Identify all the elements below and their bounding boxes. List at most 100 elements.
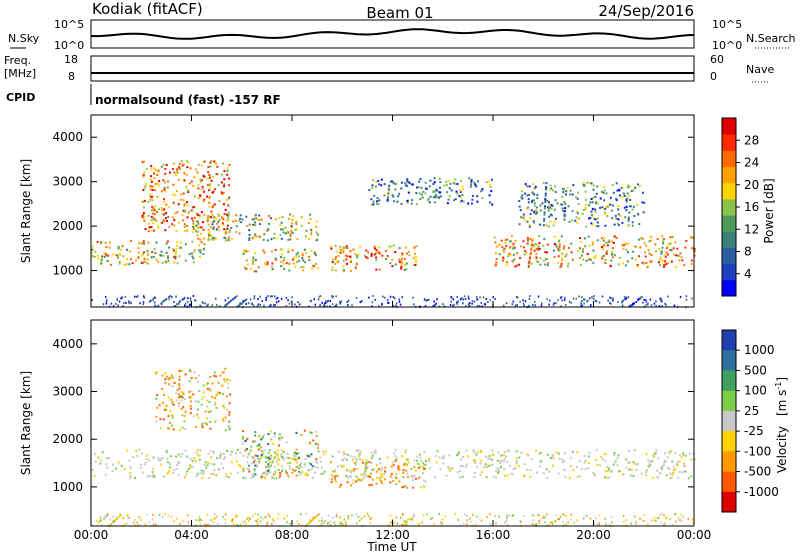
power-cell	[310, 267, 313, 270]
velocity-cell	[423, 486, 426, 489]
power-cell	[657, 261, 660, 264]
velocity-cell	[552, 464, 554, 467]
power-cell	[647, 302, 649, 305]
velocity-cell	[248, 470, 251, 473]
colorbar-segment	[722, 263, 736, 281]
power-cell	[492, 296, 494, 299]
velocity-cell	[97, 521, 100, 524]
power-cell	[117, 304, 119, 307]
power-cell	[604, 258, 607, 261]
power-cell	[269, 304, 271, 307]
velocity-cell	[543, 515, 545, 518]
x-tick-label: 00:00	[677, 528, 712, 542]
velocity-cell	[653, 516, 656, 519]
power-cell	[387, 188, 390, 191]
power-cell	[400, 262, 403, 265]
power-cell	[615, 197, 618, 200]
power-cell	[139, 302, 141, 305]
power-cell	[339, 302, 342, 305]
velocity-cell	[273, 473, 276, 476]
velocity-cell	[200, 403, 203, 406]
power-cell	[638, 298, 640, 300]
velocity-cell	[506, 514, 509, 517]
power-cell	[250, 302, 253, 305]
velocity-cell	[374, 452, 377, 455]
power-cell	[186, 225, 189, 227]
velocity-cell	[558, 518, 560, 521]
power-cell	[528, 297, 531, 300]
power-cell	[432, 196, 435, 199]
velocity-cell	[229, 393, 231, 396]
power-cell	[629, 199, 632, 201]
power-cell	[232, 220, 234, 223]
power-cell	[433, 177, 436, 180]
velocity-cell	[341, 524, 344, 526]
velocity-cell	[391, 518, 394, 521]
power-cell	[617, 222, 619, 225]
power-cell	[300, 224, 303, 227]
velocity-cell	[680, 520, 683, 523]
velocity-cell	[552, 457, 555, 460]
power-cell	[234, 219, 237, 222]
velocity-cell	[160, 457, 163, 460]
velocity-cell	[151, 518, 154, 521]
velocity-cell	[496, 467, 499, 470]
velocity-cell	[146, 513, 148, 516]
power-cell	[316, 233, 319, 236]
power-cell	[173, 256, 175, 259]
velocity-cell	[448, 468, 451, 471]
power-cell	[561, 257, 564, 260]
power-cell	[156, 174, 159, 176]
power-cell	[542, 259, 545, 262]
noise-left-tick-top: 10^5	[54, 18, 84, 31]
velocity-cell	[406, 458, 409, 461]
power-cell	[224, 236, 227, 239]
power-cell	[249, 298, 252, 301]
power-cell	[192, 257, 195, 260]
velocity-cell	[282, 451, 285, 454]
power-cell	[254, 252, 256, 255]
power-cell	[222, 218, 225, 220]
velocity-cell	[473, 459, 475, 461]
power-cell	[401, 253, 404, 256]
power-cell	[502, 256, 505, 259]
power-cell	[462, 200, 465, 203]
power-cell	[519, 209, 522, 212]
velocity-cell	[440, 521, 442, 524]
power-cell	[502, 248, 505, 251]
power-cell	[597, 225, 600, 228]
power-cell	[112, 253, 115, 256]
velocity-cell	[316, 514, 319, 517]
velocity-cell	[609, 470, 612, 473]
power-cell	[445, 181, 448, 184]
power-cell	[577, 217, 580, 220]
velocity-cell	[222, 393, 225, 396]
velocity-cell	[175, 455, 178, 458]
velocity-cell	[167, 427, 170, 430]
power-cell	[394, 182, 397, 185]
power-cell	[154, 297, 157, 299]
velocity-cell	[262, 435, 265, 438]
power-cell	[666, 247, 668, 249]
power-cell	[588, 204, 590, 207]
power-cell	[582, 182, 585, 185]
velocity-cell	[285, 471, 288, 474]
velocity-cell	[162, 418, 165, 421]
velocity-cell	[203, 464, 206, 467]
velocity-cell	[473, 451, 476, 454]
power-cell	[438, 191, 441, 194]
power-cell	[538, 247, 541, 250]
power-cell	[539, 204, 542, 207]
power-cell	[178, 166, 181, 169]
velocity-cell	[648, 463, 651, 466]
power-cell	[226, 167, 229, 169]
velocity-cell	[312, 516, 315, 519]
velocity-cell	[173, 469, 176, 472]
velocity-cell	[479, 462, 482, 465]
velocity-cell	[252, 440, 255, 443]
velocity-cell	[187, 521, 190, 524]
power-cell	[547, 209, 550, 212]
colorbar-tick-label: 500	[744, 363, 767, 377]
power-cell	[495, 245, 498, 248]
power-cell	[546, 298, 548, 301]
